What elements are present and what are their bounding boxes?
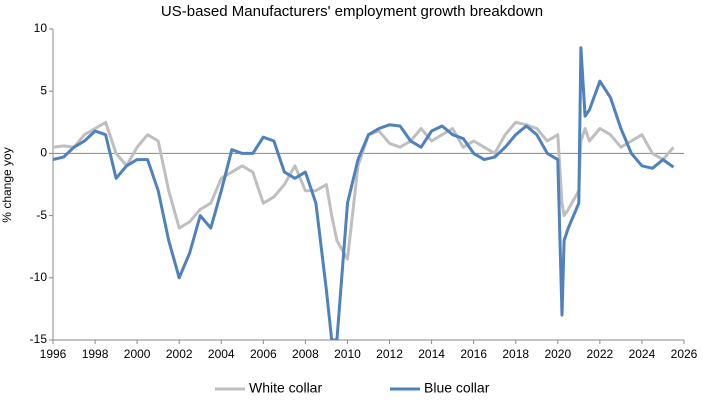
y-tick-label: -15 (30, 332, 48, 346)
legend-label: Blue collar (424, 380, 490, 396)
x-tick-label: 2014 (418, 347, 445, 361)
x-tick-label: 2010 (334, 347, 361, 361)
y-tick-label: 0 (40, 146, 47, 160)
series-line (53, 46, 675, 340)
x-tick-label: 2012 (376, 347, 403, 361)
x-tick-label: 2008 (292, 347, 319, 361)
x-tick-label: 2018 (502, 347, 529, 361)
x-tick-label: 2004 (208, 347, 235, 361)
y-tick-label: -5 (36, 208, 47, 222)
x-tick-label: 2016 (460, 347, 487, 361)
y-tick-label: 10 (34, 21, 48, 35)
x-tick-label: 2006 (250, 347, 277, 361)
x-tick-label: 1996 (40, 347, 67, 361)
y-tick-label: 5 (40, 83, 47, 97)
x-tick-label: 2024 (629, 347, 656, 361)
x-tick-label: 2026 (671, 347, 698, 361)
y-tick-label: -10 (30, 270, 48, 284)
legend-label: White collar (249, 380, 322, 396)
y-axis-label: % change yoy (0, 147, 14, 222)
x-tick-label: 2000 (124, 347, 151, 361)
x-tick-label: 1998 (82, 347, 109, 361)
x-tick-label: 2022 (587, 347, 614, 361)
x-tick-label: 2002 (166, 347, 193, 361)
chart-title: US-based Manufacturers' employment growt… (161, 3, 543, 20)
x-tick-label: 2020 (544, 347, 571, 361)
